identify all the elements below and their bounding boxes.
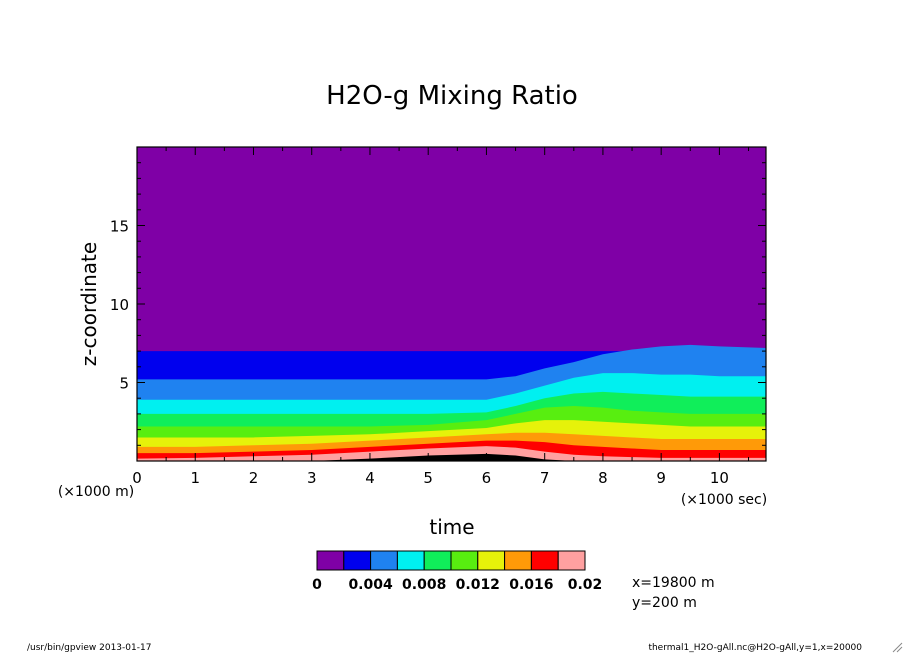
y-axis-label: z-coordinate <box>77 242 101 366</box>
info-y: y=200 m <box>632 595 697 611</box>
x-tick-label: 9 <box>656 469 666 487</box>
x-tick-label: 2 <box>249 469 259 487</box>
colorbar-label: 0 <box>312 577 322 593</box>
colorbar-swatch <box>316 550 345 571</box>
resize-grip-icon[interactable] <box>892 642 903 653</box>
colorbar-swatch <box>450 550 479 571</box>
colorbar-swatch <box>504 550 532 571</box>
footer-right: thermal1_H2O-gAll.nc@H2O-gAll,y=1,x=2000… <box>648 643 862 653</box>
info-x: x=19800 m <box>632 575 715 591</box>
x-tick-labels: 0 1 2 3 4 5 6 7 8 9 10 <box>132 469 729 487</box>
colorbar <box>316 550 586 571</box>
x-unit-label: (×1000 sec) <box>681 492 767 508</box>
y-tick-label: 15 <box>110 218 129 236</box>
colorbar-swatch <box>530 550 559 571</box>
colorbar-label: 0.016 <box>509 577 553 593</box>
colorbar-swatch <box>477 550 506 571</box>
colorbar-swatch <box>370 550 398 571</box>
footer-left: /usr/bin/gpview 2013-01-17 <box>27 643 151 653</box>
colorbar-swatch <box>396 550 425 571</box>
x-tick-label: 4 <box>365 469 375 487</box>
colorbar-label: 0.004 <box>348 577 393 593</box>
colorbar-labels: 0 0.004 0.008 0.012 0.016 0.02 <box>312 577 602 593</box>
x-tick-label: 3 <box>307 469 317 487</box>
colorbar-swatch <box>343 550 372 571</box>
contour-band-10 <box>137 453 766 461</box>
colorbar-label: 0.02 <box>568 577 603 593</box>
x-tick-label: 1 <box>190 469 200 487</box>
x-tick-label: 7 <box>540 469 550 487</box>
chart-title: H2O-g Mixing Ratio <box>326 81 578 111</box>
x-axis-label: time <box>429 515 474 539</box>
y-unit-label: (×1000 m) <box>58 484 134 500</box>
axis-ticks <box>136 147 766 461</box>
colorbar-swatch <box>557 550 586 571</box>
colorbar-label: 0.008 <box>402 577 446 593</box>
x-tick-label: 8 <box>598 469 608 487</box>
contour-fills <box>137 147 766 461</box>
x-tick-label: 10 <box>710 469 729 487</box>
y-tick-label: 10 <box>110 296 129 314</box>
x-tick-label: 5 <box>423 469 433 487</box>
x-tick-label: 0 <box>132 469 142 487</box>
contour-band-9 <box>137 446 766 461</box>
colorbar-label: 0.012 <box>456 577 500 593</box>
y-tick-label: 5 <box>119 375 129 393</box>
y-tick-labels: 5 10 15 <box>110 218 129 393</box>
x-tick-label: 6 <box>482 469 492 487</box>
colorbar-swatch <box>423 550 452 571</box>
